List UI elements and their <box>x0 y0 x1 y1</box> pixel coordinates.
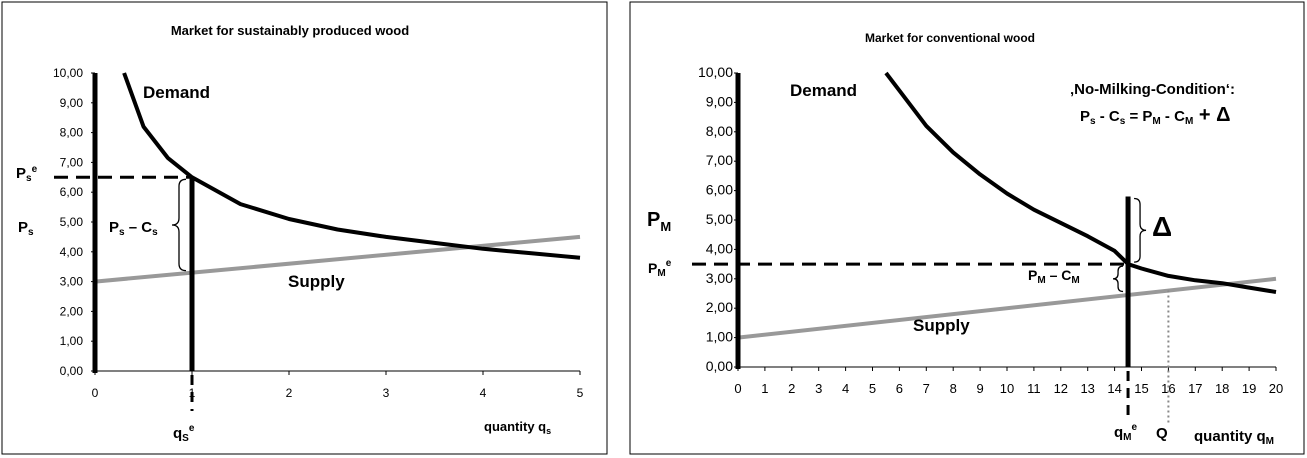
x-tick-label: 16 <box>1161 381 1175 396</box>
y-tick-label: 4,00 <box>60 245 84 259</box>
equilibrium-price-label: PMe <box>648 258 672 279</box>
x-tick-label: 1 <box>761 381 768 396</box>
x-tick-label: 17 <box>1188 381 1202 396</box>
x-tick-label: 3 <box>383 386 390 400</box>
supply-line <box>94 234 581 284</box>
y-tick-label: 0,00 <box>60 364 84 378</box>
y-tick-label: 6,00 <box>706 182 733 198</box>
price-axis-label: PM <box>647 209 671 234</box>
y-tick-label: 3,00 <box>706 270 733 286</box>
demand-label: Demand <box>143 83 210 102</box>
chart-title: Market for conventional wood <box>865 31 1035 45</box>
x-tick-label: 18 <box>1215 381 1229 396</box>
chart-title: Market for sustainably produced wood <box>171 23 409 38</box>
supply-label: Supply <box>913 316 970 335</box>
y-tick-label: 3,00 <box>60 275 84 289</box>
y-tick-label: 1,00 <box>706 329 733 345</box>
x-tick-label: 20 <box>1269 381 1283 396</box>
margin-label: PM – CM <box>1028 267 1080 286</box>
y-tick-label: 2,00 <box>706 299 733 315</box>
supply-label: Supply <box>288 272 345 291</box>
demand-label: Demand <box>790 81 857 100</box>
demand-curve <box>884 71 1277 294</box>
x-tick-label: 0 <box>734 381 741 396</box>
y-tick-label: 1,00 <box>60 334 84 348</box>
x-tick-label: 3 <box>815 381 822 396</box>
x-tick-label: 12 <box>1054 381 1068 396</box>
x-tick-label: 8 <box>950 381 957 396</box>
x-tick-label: 2 <box>788 381 795 396</box>
reference-quantity-label: Q <box>1156 425 1168 442</box>
y-tick-labels: 0,00 1,00 2,00 3,00 4,00 5,00 6,00 7,00 8,00 9,00… <box>53 66 83 378</box>
y-tick-label: 4,00 <box>706 240 733 256</box>
chart-marks <box>54 72 581 411</box>
y-tick-label: 7,00 <box>706 152 733 168</box>
no-milking-condition-title: ‚No-Milking-Condition‘: <box>1070 81 1235 98</box>
chart-border <box>629 1 1305 455</box>
chart-border <box>1 1 608 455</box>
y-tick-label: 6,00 <box>60 185 84 199</box>
y-tick-label: 9,00 <box>60 96 84 110</box>
chart-panel-sustainable: Market for sustainably produced wood 0,0… <box>0 0 609 456</box>
margin-brace <box>1113 265 1124 293</box>
x-tick-labels: 0 1 2 3 4 5 6 7 8 9 10 11 12 13 14 15 16 17 18 19 20 <box>734 381 1283 396</box>
y-tick-label: 9,00 <box>706 93 733 109</box>
equilibrium-price-label: Pse <box>16 164 38 184</box>
equilibrium-quantity-label: qSe <box>173 423 195 444</box>
y-tick-label: 0,00 <box>706 358 733 374</box>
x-tick-label: 4 <box>480 386 487 400</box>
y-tick-label: 10,00 <box>53 66 83 80</box>
delta-label: Δ <box>1152 211 1172 242</box>
x-tick-label: 5 <box>577 386 584 400</box>
chart-sustainable-wood: Market for sustainably produced wood 0,0… <box>1 1 608 455</box>
x-tick-label: 10 <box>1000 381 1014 396</box>
x-axis-label: quantity qM <box>1194 428 1274 447</box>
x-tick-label: 14 <box>1107 381 1121 396</box>
no-milking-condition-formula: Ps - Cs = PM - CM + Δ <box>1080 104 1230 127</box>
y-tick-label: 2,00 <box>60 304 84 318</box>
x-tick-label: 13 <box>1080 381 1094 396</box>
margin-label: Ps – Cs <box>109 219 158 238</box>
equilibrium-quantity-label: qMe <box>1114 422 1138 443</box>
x-tick-label: 9 <box>976 381 983 396</box>
demand-curve <box>122 72 581 260</box>
y-tick-label: 8,00 <box>706 123 733 139</box>
y-tick-label: 5,00 <box>706 211 733 227</box>
x-tick-label: 7 <box>923 381 930 396</box>
chart-conventional-wood: Market for conventional wood 0,00 1,00 2,0… <box>629 1 1305 455</box>
y-tick-label: 8,00 <box>60 126 84 140</box>
price-axis-label: Ps <box>18 219 34 238</box>
x-tick-label: 11 <box>1027 381 1041 396</box>
y-tick-label: 5,00 <box>60 215 84 229</box>
x-tick-label: 2 <box>286 386 293 400</box>
x-tick-label: 4 <box>842 381 849 396</box>
chart-panel-conventional: Market for conventional wood 0,00 1,00 2,0… <box>628 0 1306 456</box>
x-tick-label: 19 <box>1242 381 1256 396</box>
x-tick-label: 15 <box>1134 381 1148 396</box>
x-tick-label: 5 <box>869 381 876 396</box>
y-tick-labels: 0,00 1,00 2,00 3,00 4,00 5,00 6,00 7,00 8,00 9,00… <box>698 64 733 374</box>
y-tick-label: 10,00 <box>698 64 733 80</box>
margin-brace <box>171 178 187 272</box>
y-tick-label: 7,00 <box>60 155 84 169</box>
supply-line <box>737 276 1277 340</box>
chart-marks <box>692 71 1277 425</box>
x-tick-label: 0 <box>92 386 99 400</box>
x-tick-label: 6 <box>896 381 903 396</box>
x-axis-label: quantity qs <box>484 419 551 436</box>
